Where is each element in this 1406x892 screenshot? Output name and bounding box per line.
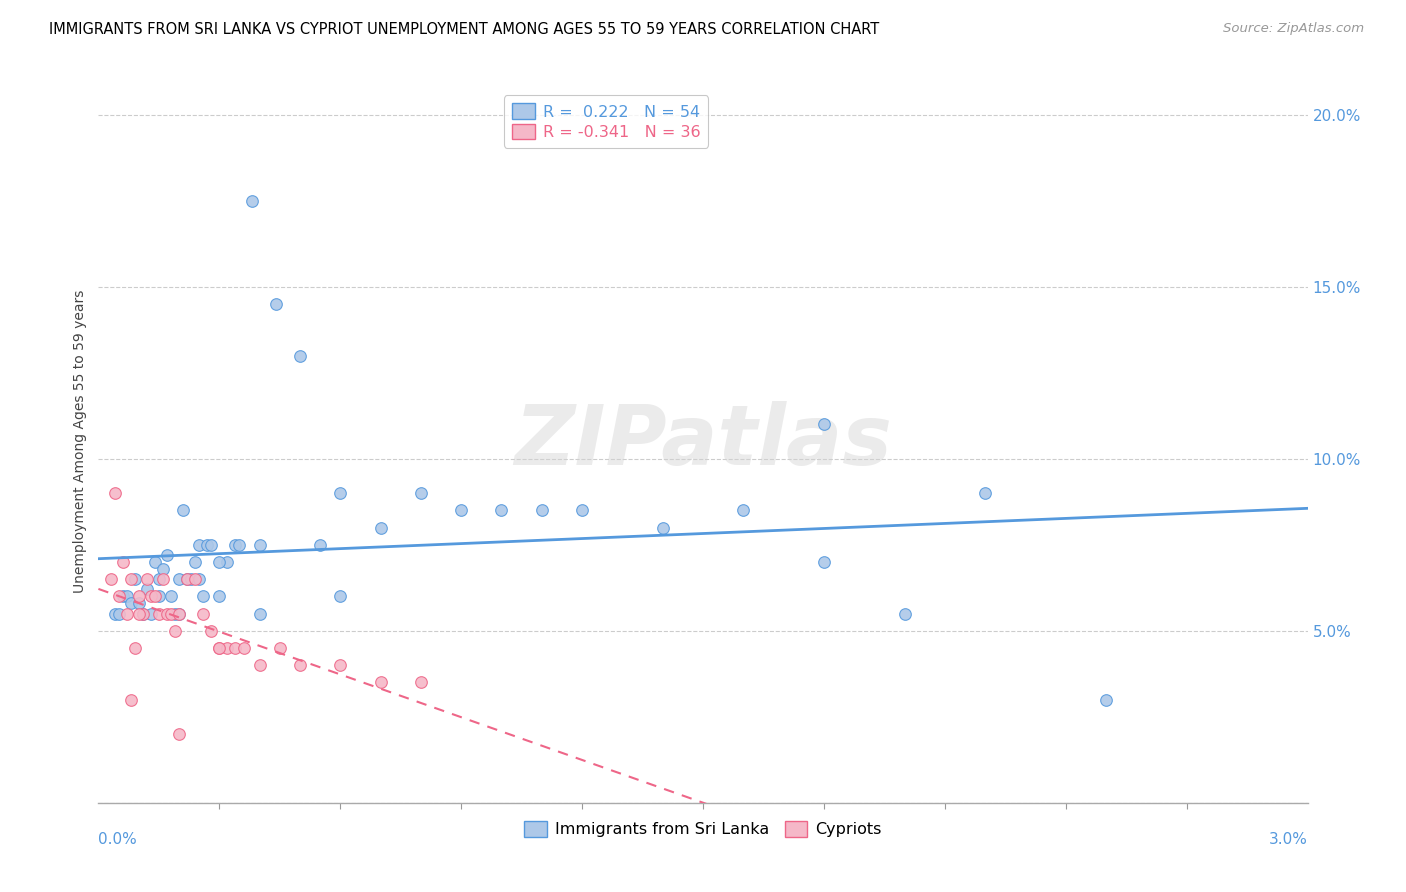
Point (288, 349, 311, 363)
Point (160, 607, 183, 621)
Point (733, 503, 755, 517)
Point (370, 675, 392, 690)
Point (200, 624, 222, 638)
Point (152, 562, 174, 576)
Point (152, 572, 174, 586)
Point (156, 607, 179, 621)
Point (120, 572, 142, 586)
Point (208, 590, 231, 604)
Text: ZIPatlas: ZIPatlas (515, 401, 891, 482)
Point (208, 640, 231, 655)
Point (409, 486, 432, 500)
Point (132, 607, 155, 621)
Y-axis label: Unemployment Among Ages 55 to 59 years: Unemployment Among Ages 55 to 59 years (73, 290, 87, 593)
Point (176, 572, 198, 586)
Point (184, 572, 207, 586)
Point (167, 607, 190, 621)
Point (100, 572, 122, 586)
Point (217, 555, 239, 569)
Point (115, 590, 138, 604)
Point (195, 538, 218, 552)
Point (224, 538, 246, 552)
Text: 3.0%: 3.0% (1268, 831, 1308, 847)
Point (135, 582, 157, 597)
Point (188, 538, 211, 552)
Point (450, 503, 472, 517)
Point (571, 503, 593, 517)
Text: IMMIGRANTS FROM SRI LANKA VS CYPRIOT UNEMPLOYMENT AMONG AGES 55 TO 59 YEARS CORR: IMMIGRANTS FROM SRI LANKA VS CYPRIOT UNE… (49, 22, 880, 37)
Point (135, 572, 157, 586)
Point (120, 692, 142, 706)
Point (139, 607, 162, 621)
Point (167, 607, 190, 621)
Text: Source: ZipAtlas.com: Source: ZipAtlas.com (1223, 22, 1364, 36)
Point (172, 503, 194, 517)
Legend: Immigrants from Sri Lanka, Cypriots: Immigrants from Sri Lanka, Cypriots (516, 814, 890, 846)
Point (139, 590, 162, 604)
Point (128, 607, 150, 621)
Point (249, 538, 271, 552)
Point (160, 590, 183, 604)
Point (156, 548, 179, 562)
Point (148, 572, 170, 586)
Point (491, 503, 513, 517)
Point (193, 590, 215, 604)
Point (329, 658, 352, 673)
Point (184, 555, 207, 569)
Point (107, 590, 129, 604)
Point (124, 572, 146, 586)
Point (132, 607, 155, 621)
Point (232, 640, 254, 655)
Point (409, 675, 432, 690)
Point (893, 607, 915, 621)
Point (329, 486, 352, 500)
Point (249, 658, 271, 673)
Point (120, 596, 142, 610)
Point (309, 538, 332, 552)
Point (1095, 692, 1118, 706)
Point (813, 555, 835, 569)
Point (111, 590, 134, 604)
Point (208, 555, 231, 569)
Point (128, 590, 150, 604)
Point (288, 658, 311, 673)
Point (651, 520, 673, 534)
Point (530, 503, 553, 517)
Point (228, 538, 250, 552)
Point (107, 607, 129, 621)
Point (128, 596, 150, 610)
Point (111, 555, 134, 569)
Point (974, 486, 997, 500)
Point (163, 624, 186, 638)
Point (193, 607, 215, 621)
Point (176, 572, 198, 586)
Point (167, 727, 190, 741)
Point (188, 572, 211, 586)
Point (148, 607, 170, 621)
Point (180, 572, 202, 586)
Point (143, 590, 166, 604)
Point (224, 640, 246, 655)
Point (163, 607, 186, 621)
Text: 0.0%: 0.0% (98, 831, 138, 847)
Point (115, 607, 138, 621)
Point (103, 486, 125, 500)
Point (148, 590, 170, 604)
Point (264, 297, 287, 311)
Point (269, 640, 291, 655)
Point (103, 607, 125, 621)
Point (200, 538, 222, 552)
Point (143, 555, 166, 569)
Point (329, 590, 352, 604)
Point (249, 607, 271, 621)
Point (208, 640, 231, 655)
Point (370, 520, 392, 534)
Point (167, 572, 190, 586)
Point (813, 417, 835, 432)
Point (217, 640, 239, 655)
Point (124, 640, 146, 655)
Point (240, 194, 263, 208)
